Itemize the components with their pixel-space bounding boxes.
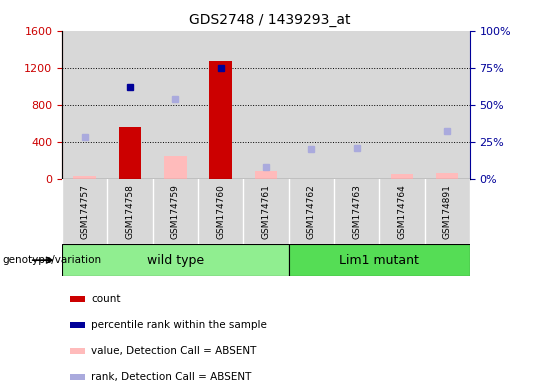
Text: GSM174761: GSM174761 (261, 184, 271, 239)
Text: GSM174762: GSM174762 (307, 184, 316, 238)
Bar (390, 174, 413, 179)
Text: count: count (91, 294, 120, 304)
Text: GSM174763: GSM174763 (352, 184, 361, 239)
Text: GDS2748 / 1439293_at: GDS2748 / 1439293_at (189, 13, 351, 27)
Bar (436, 174, 458, 179)
Text: genotype/variation: genotype/variation (3, 255, 102, 265)
Text: GSM174891: GSM174891 (443, 184, 451, 239)
Text: GSM174760: GSM174760 (216, 184, 225, 239)
Bar (62, 244, 288, 276)
Text: percentile rank within the sample: percentile rank within the sample (91, 320, 267, 330)
Bar (70, 296, 85, 302)
Text: GSM174757: GSM174757 (80, 184, 89, 239)
Bar (210, 61, 232, 179)
Bar (119, 127, 141, 179)
Text: rank, Detection Call = ABSENT: rank, Detection Call = ABSENT (91, 372, 252, 382)
Text: value, Detection Call = ABSENT: value, Detection Call = ABSENT (91, 346, 256, 356)
Bar (164, 156, 187, 179)
Text: GSM174759: GSM174759 (171, 184, 180, 239)
Bar (70, 374, 85, 380)
Bar (73, 176, 96, 179)
Bar (255, 171, 277, 179)
Text: wild type: wild type (147, 254, 204, 266)
Bar (288, 244, 470, 276)
Bar (70, 348, 85, 354)
Text: GSM174758: GSM174758 (126, 184, 134, 239)
Text: Lim1 mutant: Lim1 mutant (339, 254, 419, 266)
Text: GSM174764: GSM174764 (397, 184, 406, 238)
Bar (70, 322, 85, 328)
